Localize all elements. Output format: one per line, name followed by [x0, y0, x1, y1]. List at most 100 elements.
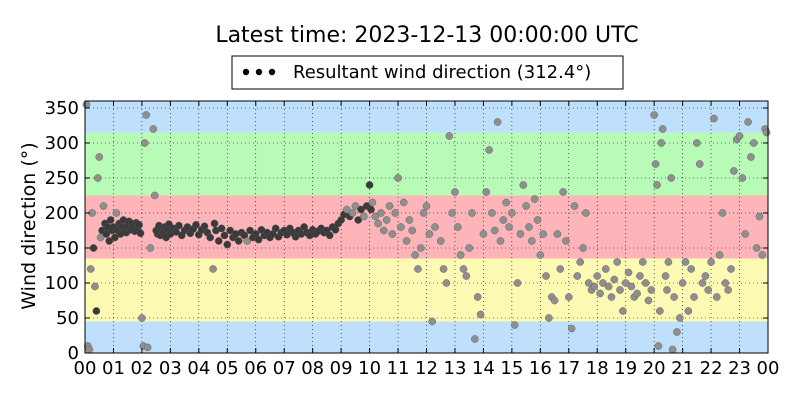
data-point — [721, 279, 730, 287]
x-tick-labels: 00 01 02 03 04 05 06 07 08 09 10 11 12 13 14 15 16 17 18 19… — [74, 358, 780, 379]
data-point — [143, 343, 152, 352]
data-point — [553, 230, 562, 238]
data-point — [351, 202, 360, 210]
x-tick-label: 15 — [500, 358, 523, 379]
data-point — [442, 279, 451, 287]
data-point — [513, 279, 522, 287]
data-point — [499, 216, 508, 224]
data-point — [681, 258, 690, 266]
data-point — [471, 335, 479, 343]
x-tick-label: 11 — [387, 358, 410, 379]
data-point — [690, 293, 698, 301]
data-point — [496, 237, 505, 245]
data-point — [550, 296, 559, 305]
data-point — [459, 265, 468, 273]
data-point — [755, 212, 764, 221]
data-point — [385, 202, 394, 210]
data-point — [482, 188, 491, 196]
y-tick-label: 350 — [45, 98, 79, 119]
data-point — [510, 321, 519, 329]
data-point — [82, 100, 91, 109]
data-point — [579, 244, 587, 252]
data-point — [150, 191, 159, 200]
data-point — [456, 251, 465, 259]
x-tick-label: 22 — [700, 358, 723, 379]
data-point — [405, 216, 414, 224]
data-point — [698, 279, 707, 287]
data-point — [536, 251, 545, 259]
y-tick-label: 250 — [45, 168, 79, 189]
data-point — [388, 230, 397, 238]
data-point — [604, 282, 613, 291]
data-point — [206, 233, 215, 242]
data-point — [596, 289, 604, 298]
data-point — [105, 237, 113, 245]
data-point — [149, 125, 158, 133]
data-point — [749, 139, 758, 147]
data-point — [527, 237, 536, 245]
data-point — [493, 118, 502, 126]
data-point — [411, 251, 419, 259]
legend-marker — [255, 68, 263, 76]
data-point — [601, 265, 610, 273]
data-point — [234, 237, 243, 245]
data-point — [727, 265, 735, 273]
data-point — [348, 209, 357, 217]
data-point — [417, 244, 425, 252]
data-point — [673, 328, 681, 336]
data-point — [619, 307, 627, 315]
data-point — [436, 237, 445, 245]
data-point — [570, 202, 579, 210]
data-point — [539, 230, 547, 238]
data-point — [485, 146, 493, 154]
data-point — [658, 125, 667, 133]
legend-markers — [242, 68, 276, 76]
y-tick-label: 100 — [45, 273, 79, 294]
data-point — [633, 289, 641, 298]
data-point — [140, 139, 149, 147]
y-tick-labels: 0 50 100 150 200 250 300 350 — [45, 98, 79, 364]
data-point — [519, 181, 528, 189]
x-tick-label: 14 — [472, 358, 495, 379]
data-point — [200, 222, 209, 231]
data-point — [91, 282, 99, 291]
data-point — [360, 212, 368, 221]
data-point — [599, 279, 607, 287]
data-point — [454, 223, 462, 231]
data-point — [657, 139, 666, 147]
x-tick-label: 04 — [187, 358, 210, 379]
data-point — [106, 216, 115, 224]
data-point — [246, 226, 254, 235]
data-point — [647, 286, 656, 294]
data-point — [701, 272, 710, 280]
data-point — [638, 258, 647, 266]
data-point — [451, 188, 459, 196]
data-point — [254, 235, 263, 244]
data-point — [209, 265, 217, 273]
data-point — [448, 209, 456, 217]
data-point — [670, 293, 678, 301]
data-point — [99, 202, 108, 210]
data-point — [408, 226, 417, 235]
data-point — [465, 244, 473, 252]
y-tick-label: 50 — [56, 308, 79, 329]
data-point — [650, 111, 658, 119]
data-point — [627, 282, 636, 291]
data-point — [136, 229, 145, 238]
data-point — [738, 174, 747, 182]
x-tick-label: 08 — [301, 358, 324, 379]
data-point — [488, 209, 496, 217]
x-tick-label: 05 — [216, 358, 239, 379]
data-point — [243, 237, 252, 245]
data-point — [707, 258, 715, 266]
plot-area — [82, 100, 771, 354]
x-tick-label: 01 — [102, 358, 125, 379]
data-point — [718, 209, 727, 217]
data-point — [112, 209, 121, 217]
data-point — [490, 226, 499, 235]
data-point — [397, 223, 405, 231]
data-point — [210, 219, 219, 228]
data-point — [752, 244, 761, 252]
y-axis-label: Wind direction (°) — [18, 142, 40, 309]
data-point — [354, 216, 363, 224]
